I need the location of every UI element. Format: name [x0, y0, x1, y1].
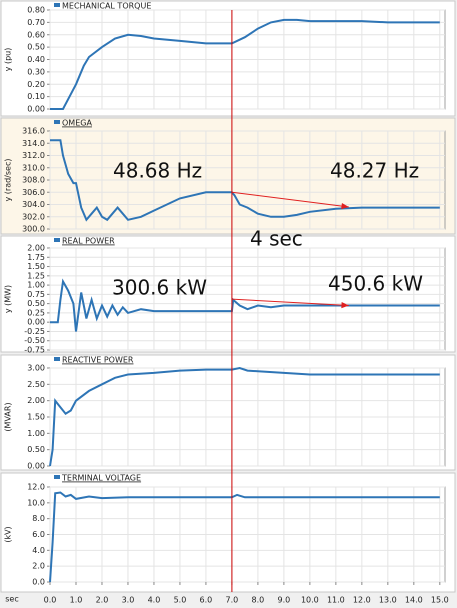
y-tick-label: 0.60	[27, 30, 45, 39]
data-line	[50, 278, 440, 332]
y-tick-label: 2.00	[27, 396, 45, 405]
y-axis-label: y (pu)	[4, 48, 13, 72]
x-tick-label: 0.0	[44, 596, 57, 605]
data-line	[50, 139, 440, 222]
y-tick-label: 300.0	[22, 225, 45, 234]
arrow	[231, 298, 349, 306]
y-tick-label: 1.50	[27, 413, 45, 422]
x-tick-label: 15.0	[431, 596, 449, 605]
annotation: 300.6 kW	[112, 276, 207, 300]
y-tick-label: 1.50	[27, 262, 45, 271]
annotation: 4 sec	[250, 227, 303, 251]
x-tick-label: 12.0	[353, 596, 371, 605]
y-tick-label: 0.40	[27, 55, 45, 64]
y-tick-label: 12.0	[27, 483, 45, 492]
panel-title: MECHANICAL TORQUE	[62, 2, 151, 11]
x-tick-label: 3.0	[122, 596, 135, 605]
y-tick-label: 0.00	[27, 105, 45, 114]
y-tick-label: 316.0	[22, 127, 45, 136]
y-axis-label: y (rad/sec)	[4, 159, 13, 202]
title-icon	[54, 238, 60, 242]
y-tick-label: 312.0	[22, 151, 45, 160]
y-tick-label: 0.0	[32, 578, 45, 587]
x-tick-label: 11.0	[327, 596, 345, 605]
annotation: 450.6 kW	[328, 272, 423, 296]
y-tick-label: -0.25	[24, 327, 45, 336]
y-tick-label: 1.25	[27, 271, 45, 280]
y-tick-label: 3.00	[27, 364, 45, 373]
y-axis-label: (MVAR)	[4, 402, 13, 431]
x-tick-label: 6.0	[200, 596, 213, 605]
title-icon	[54, 357, 60, 361]
title-icon	[54, 3, 60, 7]
y-tick-label: 0.80	[27, 6, 45, 15]
x-tick-label: 7.0	[226, 596, 239, 605]
annotation: 48.27 Hz	[330, 159, 419, 183]
y-tick-label: 1.75	[27, 253, 45, 262]
y-tick-label: -0.75	[24, 346, 45, 355]
data-line	[50, 18, 440, 110]
x-axis-label: sec	[5, 595, 19, 604]
y-tick-label: 2.0	[32, 562, 45, 571]
y-tick-label: 1.00	[27, 281, 45, 290]
y-tick-label: 314.0	[22, 139, 45, 148]
y-tick-label: 0.25	[27, 308, 45, 317]
y-tick-label: 0.75	[27, 290, 45, 299]
y-tick-label: 2.00	[27, 244, 45, 253]
y-tick-label: 1.00	[27, 429, 45, 438]
y-tick-label: 0.50	[27, 43, 45, 52]
x-tick-label: 2.0	[96, 596, 109, 605]
y-tick-label: 4.0	[32, 546, 45, 555]
y-tick-label: 8.0	[32, 514, 45, 523]
panel-title: OMEGA	[62, 119, 92, 128]
y-tick-label: 0.30	[27, 67, 45, 76]
y-tick-label: -0.50	[24, 336, 45, 345]
x-tick-label: 13.0	[379, 596, 397, 605]
y-axis-label: y (MW)	[4, 285, 13, 313]
title-icon	[54, 475, 60, 479]
y-tick-label: 0.00	[27, 318, 45, 327]
y-tick-label: 0.00	[27, 462, 45, 471]
panel-title: TERMINAL VOLTAGE	[61, 474, 141, 483]
y-tick-label: 306.0	[22, 188, 45, 197]
y-tick-label: 0.50	[27, 299, 45, 308]
data-line	[49, 366, 440, 467]
x-tick-label: 8.0	[252, 596, 265, 605]
x-tick-label: 1.0	[70, 596, 83, 605]
y-tick-label: 310.0	[22, 163, 45, 172]
x-tick-label: 14.0	[405, 596, 423, 605]
panel-title: REAL POWER	[62, 237, 115, 246]
plot-area	[49, 247, 446, 351]
panel-title: REACTIVE POWER	[62, 356, 134, 365]
x-tick-label: 10.0	[301, 596, 319, 605]
y-tick-label: 0.20	[27, 80, 45, 89]
y-tick-label: 2.50	[27, 380, 45, 389]
annotation: 48.68 Hz	[113, 159, 202, 183]
arrow-head	[341, 202, 349, 210]
y-axis-label: (kV)	[4, 526, 13, 542]
y-tick-label: 304.0	[22, 200, 45, 209]
y-tick-label: 0.70	[27, 18, 45, 27]
y-tick-label: 0.10	[27, 92, 45, 101]
y-tick-label: 302.0	[22, 212, 45, 221]
x-tick-label: 5.0	[174, 596, 187, 605]
x-tick-label: 9.0	[278, 596, 291, 605]
x-tick-label: 4.0	[148, 596, 161, 605]
y-tick-label: 10.0	[27, 498, 45, 507]
title-icon	[54, 120, 60, 124]
arrow-head	[341, 301, 349, 309]
y-tick-label: 6.0	[32, 530, 45, 539]
y-tick-label: 308.0	[22, 176, 45, 185]
data-line	[49, 491, 440, 583]
y-tick-label: 0.50	[27, 445, 45, 454]
arrow	[231, 191, 349, 208]
